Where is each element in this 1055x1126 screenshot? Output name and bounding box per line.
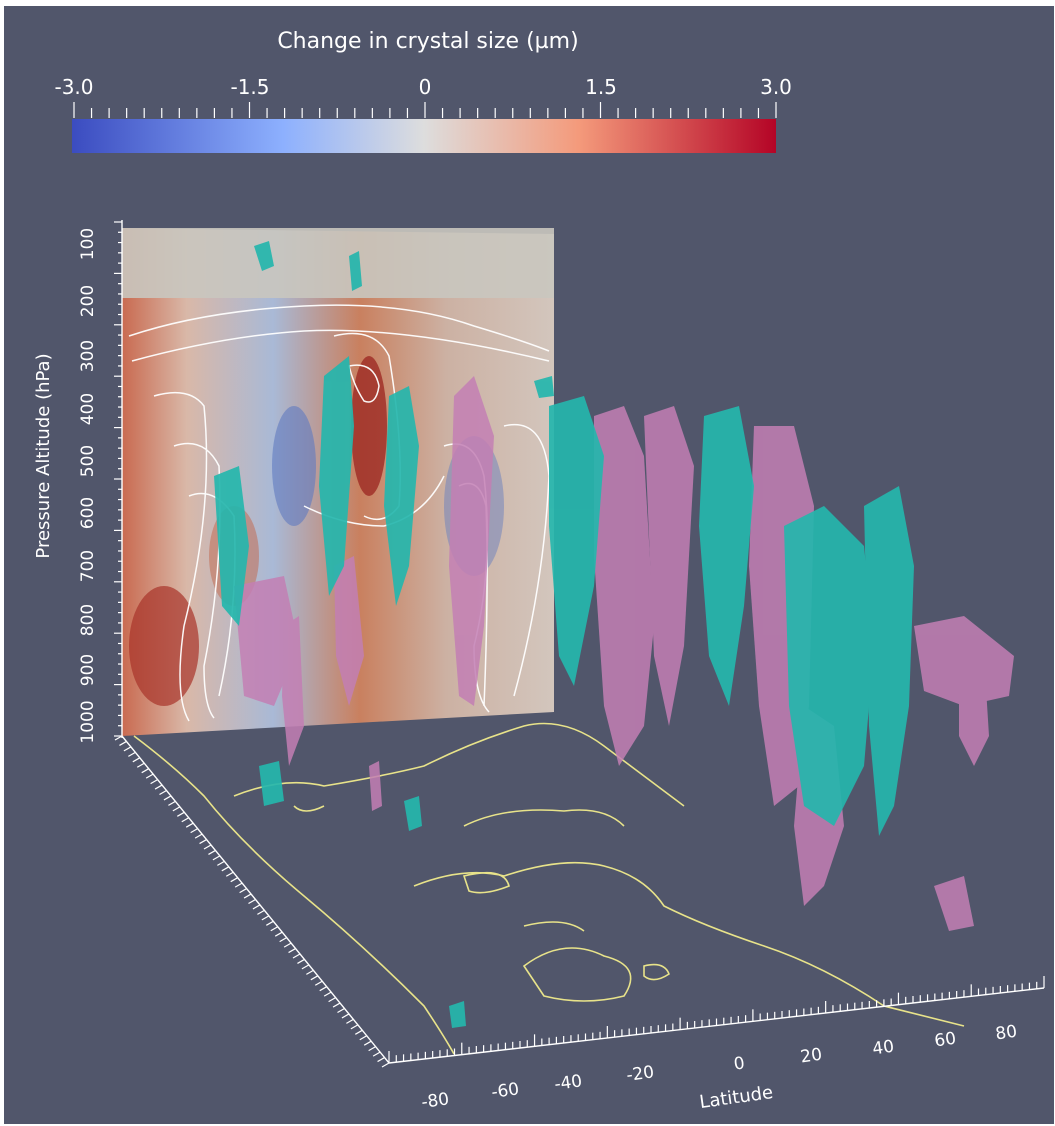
colorbar-ticks [73, 102, 777, 118]
depth-tick-mark [323, 991, 332, 997]
depth-tick-mark [381, 1062, 390, 1068]
depth-tick-mark [141, 768, 149, 774]
latitude-tick-label: -40 [553, 1071, 583, 1095]
pressure-tick-label: 100 [78, 228, 98, 260]
depth-tick-mark [288, 948, 296, 954]
latitude-tick-label: 40 [871, 1037, 895, 1060]
pressure-tick-label: 900 [78, 654, 98, 686]
depth-tick-mark [225, 871, 234, 877]
depth-tick-mark [172, 806, 181, 812]
depth-tick-mark [136, 762, 145, 768]
depth-tick-mark [368, 1046, 376, 1052]
depth-tick-mark [292, 953, 301, 959]
depth-tick-mark [163, 795, 172, 801]
depth-tick-mark [159, 789, 167, 796]
depth-tick-mark [346, 1018, 354, 1024]
colorbar-tick-label: -1.5 [230, 75, 269, 99]
depth-tick-mark [230, 877, 238, 883]
depth-tick-mark [297, 958, 305, 964]
colorbar-tick-label: 3.0 [760, 75, 792, 99]
pressure-tick-label: 700 [78, 550, 98, 582]
depth-tick-mark [350, 1024, 359, 1030]
latitude-tick-label: -60 [490, 1079, 520, 1103]
depth-tick-mark [208, 849, 216, 855]
depth-tick-mark [199, 839, 207, 845]
depth-tick-mark [355, 1029, 363, 1035]
latitude-axis: Latitude -80 -60 -40 -20 0 20 40 60 80 [420, 1022, 1018, 1113]
colorbar-gradient [72, 119, 776, 153]
depth-tick-mark [341, 1013, 350, 1019]
pressure-tick-label: 600 [78, 497, 98, 529]
latitude-tick-label: -80 [420, 1089, 450, 1113]
pressure-tick-label: 200 [78, 285, 98, 317]
visualization-canvas: Change in crystal size (µm) -3.0 -1.5 0 … [33, 29, 1045, 1113]
depth-tick-mark [123, 746, 132, 752]
depth-tick-mark [243, 893, 252, 899]
pressure-tick-label: 400 [78, 393, 98, 425]
depth-tick-mark [203, 844, 212, 850]
depth-tick-mark [119, 740, 127, 746]
depth-tick-mark [150, 779, 158, 785]
depth-tick-mark [257, 909, 265, 915]
depth-tick-mark [248, 898, 256, 905]
colorbar: Change in crystal size (µm) -3.0 -1.5 0 … [54, 29, 792, 153]
axis-ticks [114, 221, 1045, 1068]
depth-tick-mark [185, 822, 194, 828]
depth-tick-mark [266, 920, 274, 926]
depth-tick-mark [372, 1051, 381, 1057]
depth-tick-mark [310, 975, 319, 981]
pressure-tick-label: 800 [78, 604, 98, 636]
depth-tick-mark [283, 942, 292, 948]
pressure-axis-title: Pressure Altitude (hPa) [33, 353, 54, 558]
depth-tick-mark [212, 855, 221, 861]
depth-tick-mark [221, 866, 230, 872]
depth-tick-mark [306, 969, 314, 975]
depth-tick-mark [328, 997, 336, 1003]
depth-tick-mark [337, 1007, 345, 1014]
pressure-tick-label: 500 [78, 445, 98, 477]
latitude-tick-label: -20 [625, 1062, 655, 1086]
depth-tick-mark [252, 904, 261, 910]
latitude-tick-label: 60 [933, 1029, 957, 1052]
latitude-tick-label: 20 [799, 1045, 823, 1068]
depth-tick-mark [217, 860, 225, 866]
depth-tick-mark [177, 811, 185, 817]
latitude-tick-label: 0 [733, 1053, 747, 1074]
depth-tick-mark [190, 828, 198, 834]
depth-tick-mark [363, 1040, 372, 1046]
colorbar-tick-label: 1.5 [585, 75, 617, 99]
depth-tick-mark [168, 800, 176, 806]
depth-tick-mark [128, 751, 136, 757]
depth-tick-mark [132, 757, 141, 763]
depth-tick-mark [301, 964, 310, 970]
latitude-axis-title: Latitude [698, 1082, 774, 1113]
depth-tick-mark [114, 735, 123, 741]
depth-tick-mark [270, 926, 279, 932]
depth-tick-mark [239, 888, 247, 894]
depth-tick-mark [359, 1035, 368, 1041]
latitude-tick-label: 80 [994, 1022, 1018, 1045]
depth-tick-mark [332, 1002, 341, 1008]
depth-tick-mark [181, 817, 190, 823]
pressure-tick-label: 300 [78, 340, 98, 372]
depth-tick-mark [154, 784, 163, 790]
isosurfaces [214, 241, 1014, 1028]
pressure-axis: Pressure Altitude (hPa) 100 200 300 400 … [33, 228, 98, 744]
depth-tick-mark [274, 931, 283, 937]
depth-tick-mark [194, 833, 203, 839]
render-viewport[interactable]: Change in crystal size (µm) -3.0 -1.5 0 … [4, 6, 1054, 1124]
colorbar-title: Change in crystal size (µm) [277, 29, 578, 54]
depth-tick-mark [261, 915, 270, 921]
axis-lines [114, 220, 1045, 1068]
colorbar-tick-label: 0 [419, 75, 432, 99]
depth-tick-mark [319, 986, 327, 992]
colorbar-tick-label: -3.0 [54, 75, 93, 99]
depth-tick-mark [279, 937, 287, 943]
depth-tick-mark [145, 773, 154, 779]
depth-tick-mark [377, 1057, 385, 1063]
pressure-tick-label: 1000 [78, 700, 98, 743]
depth-tick-mark [314, 980, 323, 986]
depth-tick-mark [234, 882, 243, 888]
